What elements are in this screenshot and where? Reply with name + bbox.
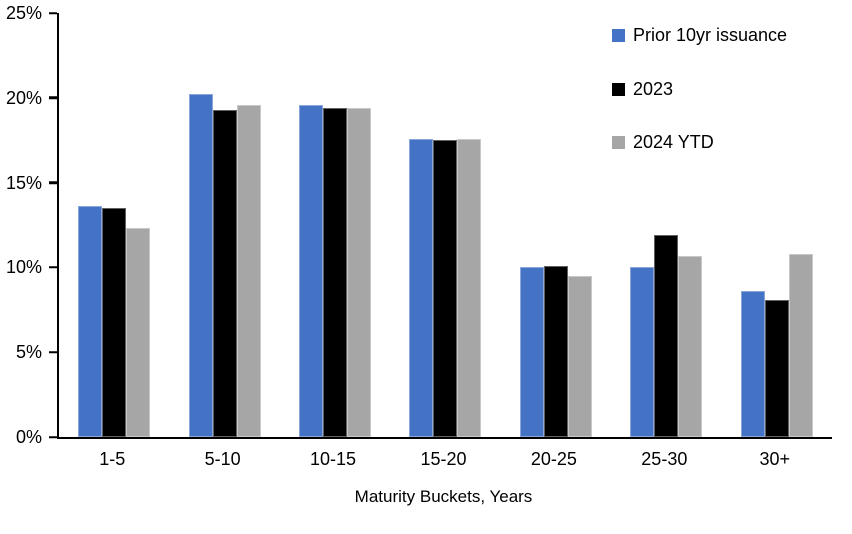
bar <box>212 109 237 437</box>
x-axis-title: Maturity Buckets, Years <box>354 487 533 506</box>
bar <box>299 104 324 437</box>
bar <box>188 94 213 437</box>
bar <box>409 138 434 437</box>
y-tick-mark <box>49 350 57 354</box>
y-tick-mark <box>49 266 57 269</box>
x-axis-label: 30+ <box>759 449 791 469</box>
y-tick-mark <box>49 11 57 15</box>
bar <box>78 206 103 437</box>
bar <box>457 138 482 437</box>
bar-group <box>390 13 500 437</box>
bar <box>567 275 592 437</box>
y-tick-label: 25% <box>5 3 42 23</box>
bar <box>236 104 261 437</box>
bar <box>543 265 568 437</box>
bar-group <box>280 13 390 437</box>
y-tick-label: 5% <box>15 342 42 363</box>
legend-swatch-icon <box>612 136 625 150</box>
x-axis-label: 1-5 <box>99 449 126 469</box>
legend-item: Prior 10yr issuance <box>612 25 787 46</box>
bar <box>764 299 789 437</box>
y-tick-mark <box>49 435 57 439</box>
y-axis: 0% 5% 10% 15% 20% 25% <box>0 4 57 446</box>
bar <box>433 140 458 437</box>
y-tick-mark <box>49 96 57 100</box>
x-axis-label: 10-15 <box>310 449 357 469</box>
x-axis-labels: 1-5 5-10 10-15 15-20 20-25 25-30 30+ <box>57 449 830 470</box>
bar-group <box>169 13 279 437</box>
bar <box>102 208 127 437</box>
legend-swatch-icon <box>612 28 625 42</box>
x-axis-label: 15-20 <box>420 449 467 469</box>
bar <box>630 267 655 437</box>
bar <box>519 267 544 437</box>
bar <box>678 255 703 437</box>
bar <box>347 107 372 437</box>
legend-label: 2024 YTD <box>633 132 714 153</box>
y-tick-label: 15% <box>5 172 42 193</box>
bar <box>788 253 813 437</box>
legend-item: 2023 <box>612 79 787 100</box>
x-axis-label: 20-25 <box>530 449 577 469</box>
legend: Prior 10yr issuance 2023 2024 YTD <box>612 25 787 153</box>
bar <box>126 228 151 437</box>
legend-label: 2023 <box>633 78 674 99</box>
bar-group <box>611 13 721 437</box>
y-tick-mark <box>49 181 57 184</box>
legend-swatch-icon <box>612 82 625 96</box>
bars-area <box>59 13 832 437</box>
y-tick-label: 20% <box>5 87 42 108</box>
bar <box>654 235 679 437</box>
legend-label: Prior 10yr issuance <box>633 25 788 45</box>
bar <box>740 291 765 437</box>
legend-item: 2024 YTD <box>612 132 787 153</box>
y-tick-label: 10% <box>5 257 42 278</box>
bar-group <box>59 13 169 437</box>
bar-group <box>722 13 832 437</box>
x-axis-label: 25-30 <box>641 449 688 469</box>
bar-group <box>501 13 611 437</box>
plot-area: Prior 10yr issuance 2023 2024 YTD <box>57 13 832 439</box>
y-tick-label: 0% <box>15 427 42 447</box>
bar <box>323 107 348 437</box>
x-axis-label: 5-10 <box>204 449 241 469</box>
